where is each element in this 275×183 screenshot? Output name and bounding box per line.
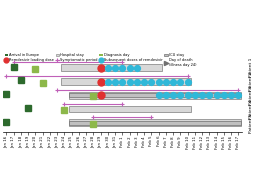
FancyBboxPatch shape bbox=[69, 119, 241, 126]
Text: Patient 4: Patient 4 bbox=[249, 99, 253, 119]
FancyBboxPatch shape bbox=[62, 78, 191, 85]
Text: Patient 5: Patient 5 bbox=[249, 113, 253, 132]
FancyBboxPatch shape bbox=[69, 92, 241, 99]
Text: Patient 3: Patient 3 bbox=[249, 86, 253, 105]
FancyBboxPatch shape bbox=[69, 93, 241, 97]
Text: Patient 1: Patient 1 bbox=[249, 58, 253, 77]
Text: Patient 2: Patient 2 bbox=[249, 72, 253, 91]
FancyBboxPatch shape bbox=[62, 64, 161, 71]
FancyBboxPatch shape bbox=[69, 121, 241, 125]
Legend: Arrival in Europe, Remdesivir loading dose, Hospital stay, Symptomatic period, D: Arrival in Europe, Remdesivir loading do… bbox=[5, 53, 196, 67]
FancyBboxPatch shape bbox=[69, 106, 191, 113]
